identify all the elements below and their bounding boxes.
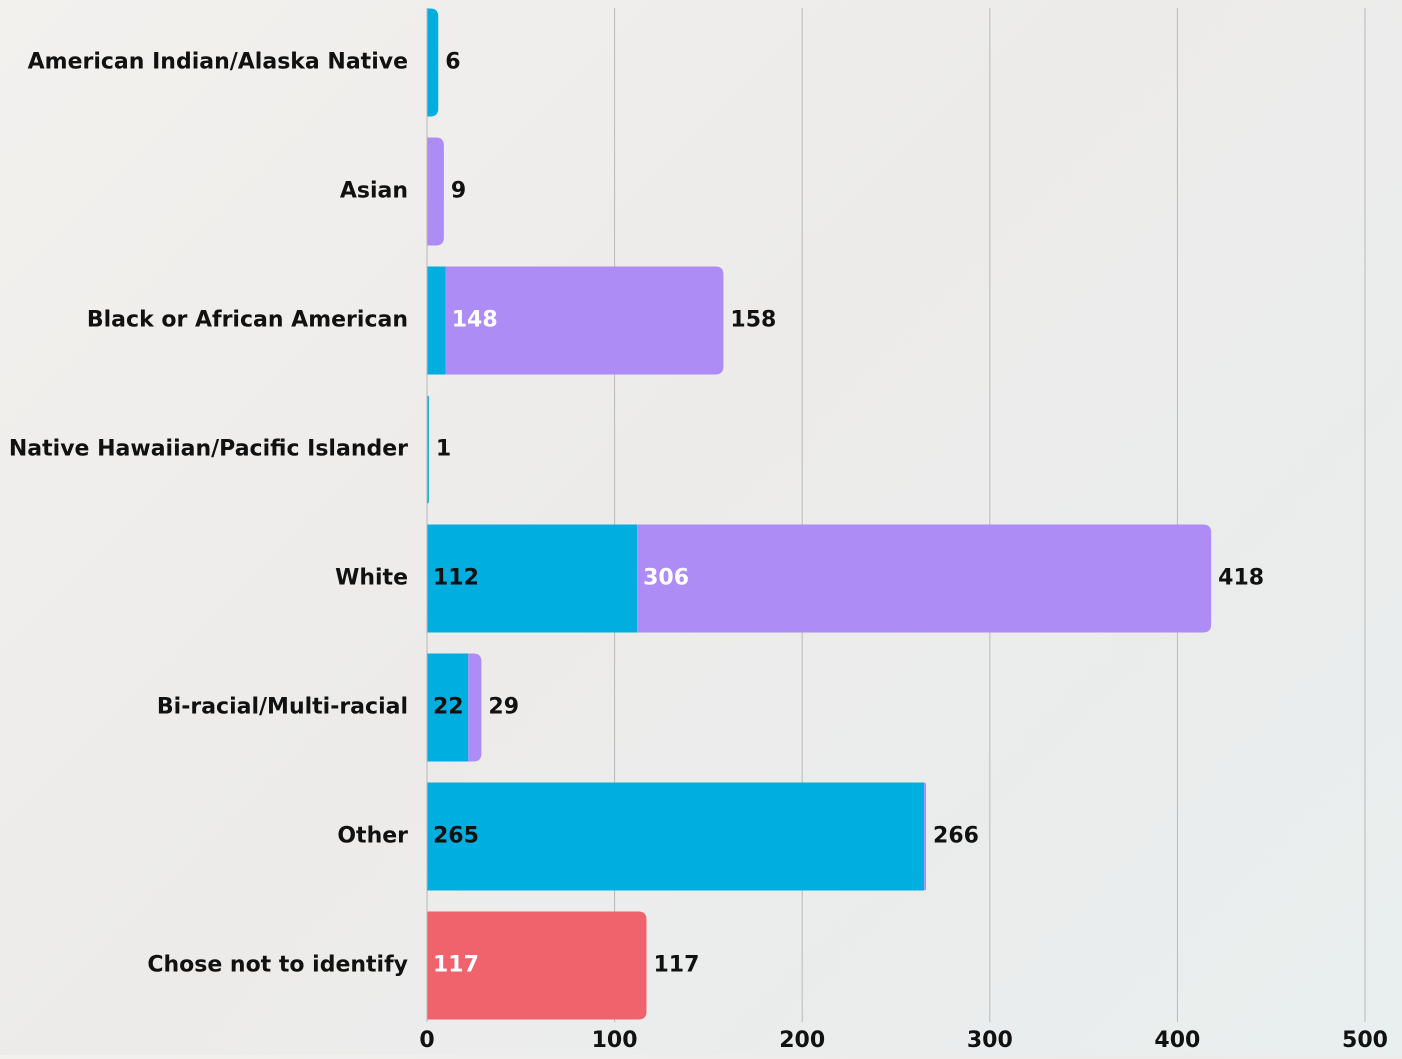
total-label: 418 [1218,566,1264,591]
y-tick-label: Other [337,824,408,849]
y-tick-label: Bi-racial/Multi-racial [157,695,408,720]
bar-segment [468,654,481,762]
x-tick-label: 200 [779,1028,825,1053]
total-label: 29 [488,695,519,720]
segment-label: 148 [452,308,498,333]
y-tick-label: White [335,566,408,591]
x-tick-label: 400 [1154,1028,1200,1053]
x-tick-label: 0 [419,1028,434,1053]
bar-segment [427,9,438,117]
y-tick-label: Native Hawaiian/Pacific Islander [9,437,408,462]
x-tick-label: 300 [967,1028,1013,1053]
bar-segment [427,138,444,246]
y-tick-label: American Indian/Alaska Native [28,50,408,75]
total-label: 1 [436,437,451,462]
total-label: 6 [445,50,460,75]
segment-label: 117 [433,953,479,978]
y-tick-label: Chose not to identify [147,953,408,978]
total-label: 158 [730,308,776,333]
y-tick-label: Asian [340,179,408,204]
segment-label: 22 [433,695,464,720]
chart: 0 100 200 300 400 500 American Indian/Alaska N… [0,0,1402,1055]
x-tick-label: 500 [1342,1028,1388,1053]
bar-segment [924,783,926,891]
bar-segment [427,783,924,891]
bar-segment [427,267,446,375]
segment-label: 306 [643,566,689,591]
x-tick-label: 100 [592,1028,638,1053]
segment-label: 112 [433,566,479,591]
total-label: 266 [933,824,979,849]
segment-label: 265 [433,824,479,849]
bar-segment [637,525,1211,633]
y-tick-label: Black or African American [87,308,408,333]
total-label: 117 [653,953,699,978]
total-label: 9 [451,179,466,204]
